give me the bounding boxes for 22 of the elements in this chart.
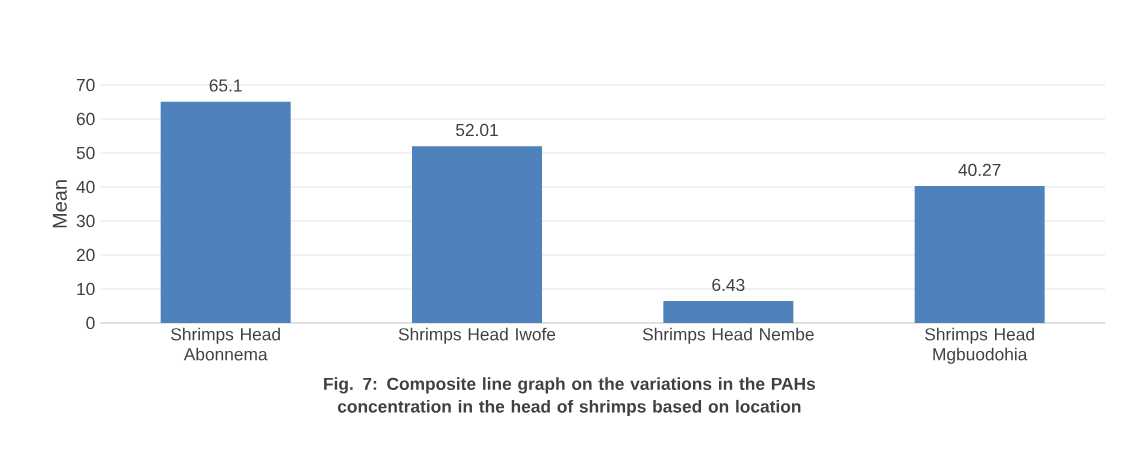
x-tick-label: Shrimps Head Nembe	[642, 327, 814, 344]
x-tick-label: Shrimps Head Iwofe	[398, 327, 556, 344]
bar	[412, 146, 542, 323]
data-label: 40.27	[958, 163, 1001, 177]
data-label: 65.1	[209, 79, 242, 92]
y-tick-label: 40	[76, 180, 95, 194]
bar	[914, 186, 1045, 323]
y-tick-label: 10	[77, 282, 95, 296]
y-tick-label: 20	[76, 248, 95, 262]
x-tick-label: Shrimps Head Abonnema	[171, 327, 280, 361]
bar	[160, 101, 291, 323]
x-tick-label: Shrimps Head Mgbuodohia	[925, 327, 1034, 364]
y-tick-label: 30	[76, 214, 95, 228]
y-tick-label: 70	[76, 78, 95, 92]
data-label: 6.43	[712, 278, 745, 292]
y-tick-label: 0	[86, 316, 95, 330]
bar	[663, 301, 794, 323]
y-axis-title: Mean	[52, 180, 67, 228]
data-label: 52.01	[456, 123, 498, 137]
y-tick-label: 50	[76, 146, 95, 160]
caption: Fig. 7: Composite line graph on the variations in the PAHs concentration in the head of shrimps based on location	[324, 377, 816, 417]
y-tick-label: 60	[76, 112, 95, 126]
